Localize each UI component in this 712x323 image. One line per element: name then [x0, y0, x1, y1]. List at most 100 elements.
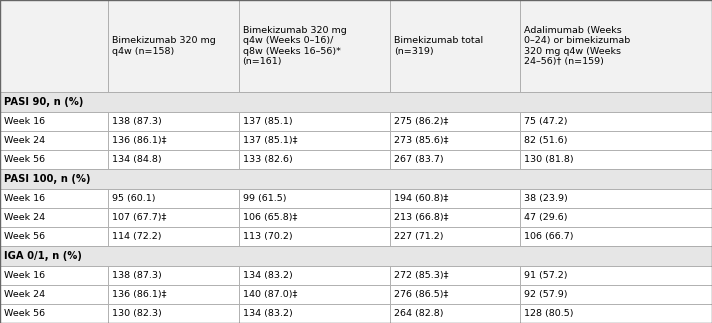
Bar [390, 304, 520, 323]
Bar [0, 169, 712, 189]
Bar [108, 227, 239, 246]
Bar [108, 112, 239, 131]
Text: Week 24: Week 24 [4, 213, 45, 222]
Text: 227 (71.2): 227 (71.2) [394, 232, 444, 241]
Text: 133 (82.6): 133 (82.6) [243, 155, 292, 164]
Text: 194 (60.8)‡: 194 (60.8)‡ [394, 194, 449, 203]
Bar [108, 208, 239, 227]
Text: 272 (85.3)‡: 272 (85.3)‡ [394, 271, 449, 280]
Text: Bimekizumab 320 mg
q4w (n=158): Bimekizumab 320 mg q4w (n=158) [112, 36, 216, 56]
Bar [390, 227, 520, 246]
Text: PASI 100, n (%): PASI 100, n (%) [4, 174, 90, 184]
Text: 273 (85.6)‡: 273 (85.6)‡ [394, 136, 449, 145]
Text: 106 (65.8)‡: 106 (65.8)‡ [243, 213, 297, 222]
Bar [0, 112, 108, 131]
Bar [239, 0, 390, 92]
Bar [108, 189, 239, 208]
Bar [239, 227, 390, 246]
Text: 114 (72.2): 114 (72.2) [112, 232, 162, 241]
Text: 267 (83.7): 267 (83.7) [394, 155, 444, 164]
Text: 213 (66.8)‡: 213 (66.8)‡ [394, 213, 449, 222]
Text: 264 (82.8): 264 (82.8) [394, 309, 444, 318]
Bar [239, 131, 390, 150]
Bar [390, 131, 520, 150]
Text: 136 (86.1)‡: 136 (86.1)‡ [112, 290, 167, 299]
Text: 113 (70.2): 113 (70.2) [243, 232, 292, 241]
Bar [239, 285, 390, 304]
Bar [0, 131, 108, 150]
Bar [108, 285, 239, 304]
Text: 134 (84.8): 134 (84.8) [112, 155, 162, 164]
Text: 99 (61.5): 99 (61.5) [243, 194, 286, 203]
Bar [239, 112, 390, 131]
Text: 137 (85.1)‡: 137 (85.1)‡ [243, 136, 297, 145]
Bar [0, 150, 108, 169]
Text: Week 16: Week 16 [4, 117, 45, 126]
Bar [390, 0, 520, 92]
Bar [520, 0, 712, 92]
Bar [520, 112, 712, 131]
Text: Week 16: Week 16 [4, 194, 45, 203]
Bar [0, 246, 712, 266]
Bar [520, 304, 712, 323]
Text: 92 (57.9): 92 (57.9) [525, 290, 568, 299]
Text: 134 (83.2): 134 (83.2) [243, 309, 292, 318]
Bar [0, 304, 108, 323]
Bar [520, 150, 712, 169]
Text: 106 (66.7): 106 (66.7) [525, 232, 574, 241]
Bar [239, 304, 390, 323]
Text: Adalimumab (Weeks
0–24) or bimekizumab
320 mg q4w (Weeks
24–56)† (n=159): Adalimumab (Weeks 0–24) or bimekizumab 3… [525, 26, 631, 66]
Text: Week 24: Week 24 [4, 136, 45, 145]
Bar [0, 208, 108, 227]
Bar [390, 285, 520, 304]
Text: 134 (83.2): 134 (83.2) [243, 271, 292, 280]
Bar [0, 0, 108, 92]
Text: IGA 0/1, n (%): IGA 0/1, n (%) [4, 251, 82, 261]
Bar [520, 285, 712, 304]
Bar [108, 150, 239, 169]
Text: Week 56: Week 56 [4, 309, 45, 318]
Bar [520, 131, 712, 150]
Text: 138 (87.3): 138 (87.3) [112, 271, 162, 280]
Text: 95 (60.1): 95 (60.1) [112, 194, 156, 203]
Text: 107 (67.7)‡: 107 (67.7)‡ [112, 213, 167, 222]
Bar [390, 112, 520, 131]
Text: 276 (86.5)‡: 276 (86.5)‡ [394, 290, 449, 299]
Text: Week 16: Week 16 [4, 271, 45, 280]
Text: 275 (86.2)‡: 275 (86.2)‡ [394, 117, 449, 126]
Bar [0, 266, 108, 285]
Bar [239, 189, 390, 208]
Text: 91 (57.2): 91 (57.2) [525, 271, 568, 280]
Text: 137 (85.1): 137 (85.1) [243, 117, 292, 126]
Bar [520, 208, 712, 227]
Bar [520, 266, 712, 285]
Bar [520, 227, 712, 246]
Text: Week 56: Week 56 [4, 232, 45, 241]
Bar [390, 150, 520, 169]
Bar [239, 208, 390, 227]
Bar [520, 189, 712, 208]
Bar [108, 131, 239, 150]
Text: Week 24: Week 24 [4, 290, 45, 299]
Bar [108, 304, 239, 323]
Bar [390, 266, 520, 285]
Text: 128 (80.5): 128 (80.5) [525, 309, 574, 318]
Text: 82 (51.6): 82 (51.6) [525, 136, 568, 145]
Text: 47 (29.6): 47 (29.6) [525, 213, 568, 222]
Text: Bimekizumab 320 mg
q4w (Weeks 0–16)/
q8w (Weeks 16–56)*
(n=161): Bimekizumab 320 mg q4w (Weeks 0–16)/ q8w… [243, 26, 346, 66]
Bar [108, 266, 239, 285]
Text: Bimekizumab total
(n=319): Bimekizumab total (n=319) [394, 36, 483, 56]
Bar [108, 0, 239, 92]
Text: 136 (86.1)‡: 136 (86.1)‡ [112, 136, 167, 145]
Bar [0, 92, 712, 112]
Bar [0, 189, 108, 208]
Bar [390, 189, 520, 208]
Text: 130 (82.3): 130 (82.3) [112, 309, 162, 318]
Text: 130 (81.8): 130 (81.8) [525, 155, 574, 164]
Text: 140 (87.0)‡: 140 (87.0)‡ [243, 290, 297, 299]
Bar [239, 150, 390, 169]
Text: 138 (87.3): 138 (87.3) [112, 117, 162, 126]
Bar [0, 227, 108, 246]
Text: Week 56: Week 56 [4, 155, 45, 164]
Bar [390, 208, 520, 227]
